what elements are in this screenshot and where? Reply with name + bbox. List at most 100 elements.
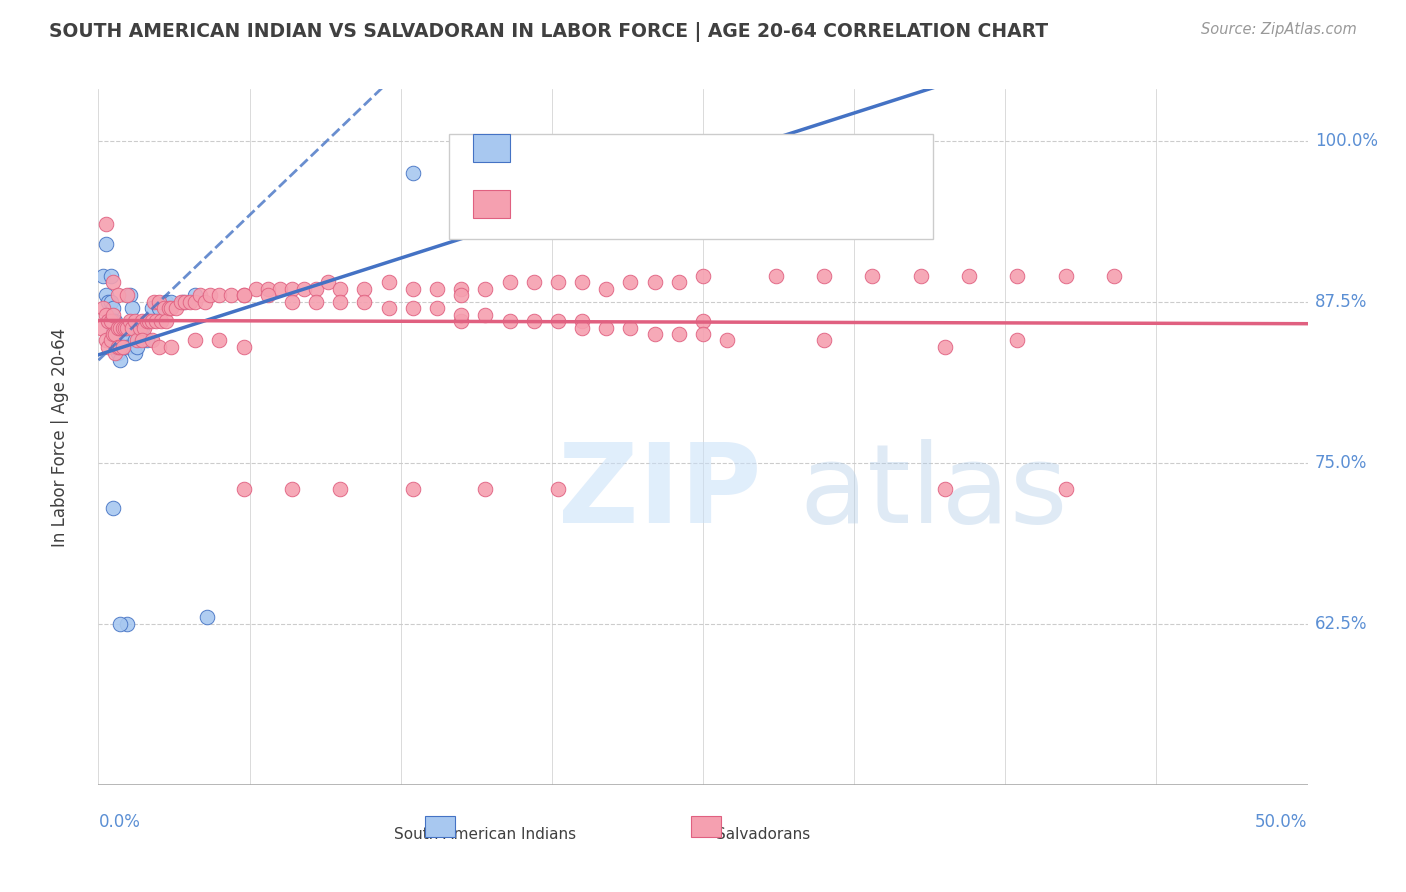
Point [232, 482, 254, 496]
Point [377, 301, 399, 316]
Point [353, 294, 375, 309]
Text: 100.0%: 100.0% [1315, 132, 1378, 150]
Point [101, 301, 124, 316]
Point [316, 276, 339, 290]
Point [221, 288, 243, 302]
Point [498, 276, 520, 290]
Point [107, 340, 129, 354]
Point [135, 314, 157, 328]
Point [101, 326, 124, 341]
Text: SOUTH AMERICAN INDIAN VS SALVADORAN IN LABOR FORCE | AGE 20-64 CORRELATION CHART: SOUTH AMERICAN INDIAN VS SALVADORAN IN L… [49, 22, 1049, 42]
Point [1054, 482, 1077, 496]
Point [118, 314, 141, 328]
Point [1054, 268, 1077, 283]
Point [474, 282, 496, 296]
Point [143, 294, 166, 309]
Point [150, 314, 173, 328]
Point [208, 334, 231, 348]
Point [108, 340, 131, 354]
Point [148, 301, 170, 316]
FancyBboxPatch shape [425, 816, 456, 837]
Point [131, 314, 153, 328]
Text: 75.0%: 75.0% [1315, 454, 1367, 472]
Text: 50.0%: 50.0% [1256, 814, 1308, 831]
Point [402, 166, 425, 180]
Point [107, 288, 129, 302]
Point [101, 314, 124, 328]
Text: 62.5%: 62.5% [1315, 615, 1367, 633]
Point [127, 334, 149, 348]
Point [97, 340, 120, 354]
Point [91, 301, 114, 316]
Point [100, 268, 122, 283]
Point [269, 282, 291, 296]
Point [450, 314, 472, 328]
Point [188, 288, 211, 302]
Point [644, 326, 666, 341]
Point [117, 340, 139, 354]
Point [1007, 334, 1029, 348]
Point [131, 320, 153, 334]
Point [104, 340, 127, 354]
Point [155, 294, 177, 309]
Point [860, 268, 883, 283]
FancyBboxPatch shape [449, 135, 932, 239]
FancyBboxPatch shape [474, 190, 509, 218]
Point [100, 314, 122, 328]
Point [208, 288, 231, 302]
Point [94, 218, 117, 232]
Point [523, 314, 546, 328]
Point [474, 482, 496, 496]
Point [184, 294, 207, 309]
Point [765, 268, 787, 283]
Point [107, 346, 129, 360]
Point [94, 288, 117, 302]
Point [118, 288, 141, 302]
Point [619, 320, 641, 334]
Point [281, 294, 304, 309]
Point [619, 276, 641, 290]
Point [194, 294, 217, 309]
Point [377, 276, 399, 290]
Text: 87.5%: 87.5% [1315, 293, 1367, 310]
Point [101, 500, 124, 515]
Point [117, 320, 139, 334]
Point [127, 340, 149, 354]
Point [571, 314, 593, 328]
Point [198, 288, 221, 302]
Point [184, 288, 207, 302]
Point [910, 268, 932, 283]
Point [172, 294, 194, 309]
Point [145, 314, 167, 328]
Point [292, 282, 315, 296]
Point [117, 288, 139, 302]
Point [232, 288, 254, 302]
Point [934, 340, 956, 354]
Point [108, 616, 131, 631]
Point [121, 301, 143, 316]
Point [547, 276, 569, 290]
Point [90, 320, 112, 334]
Point [281, 282, 304, 296]
Point [101, 320, 124, 334]
Point [305, 282, 328, 296]
Point [104, 334, 127, 348]
Point [94, 334, 117, 348]
Point [498, 314, 520, 328]
Point [595, 282, 617, 296]
Point [114, 326, 136, 341]
Point [402, 282, 425, 296]
Point [329, 294, 352, 309]
Point [97, 314, 120, 328]
Point [107, 340, 129, 354]
Point [117, 616, 139, 631]
Point [141, 301, 163, 316]
Point [94, 308, 117, 322]
Point [329, 282, 352, 296]
Point [104, 346, 127, 360]
Point [101, 308, 124, 322]
Point [184, 334, 207, 348]
Point [114, 320, 136, 334]
Point [934, 482, 956, 496]
Point [174, 294, 197, 309]
